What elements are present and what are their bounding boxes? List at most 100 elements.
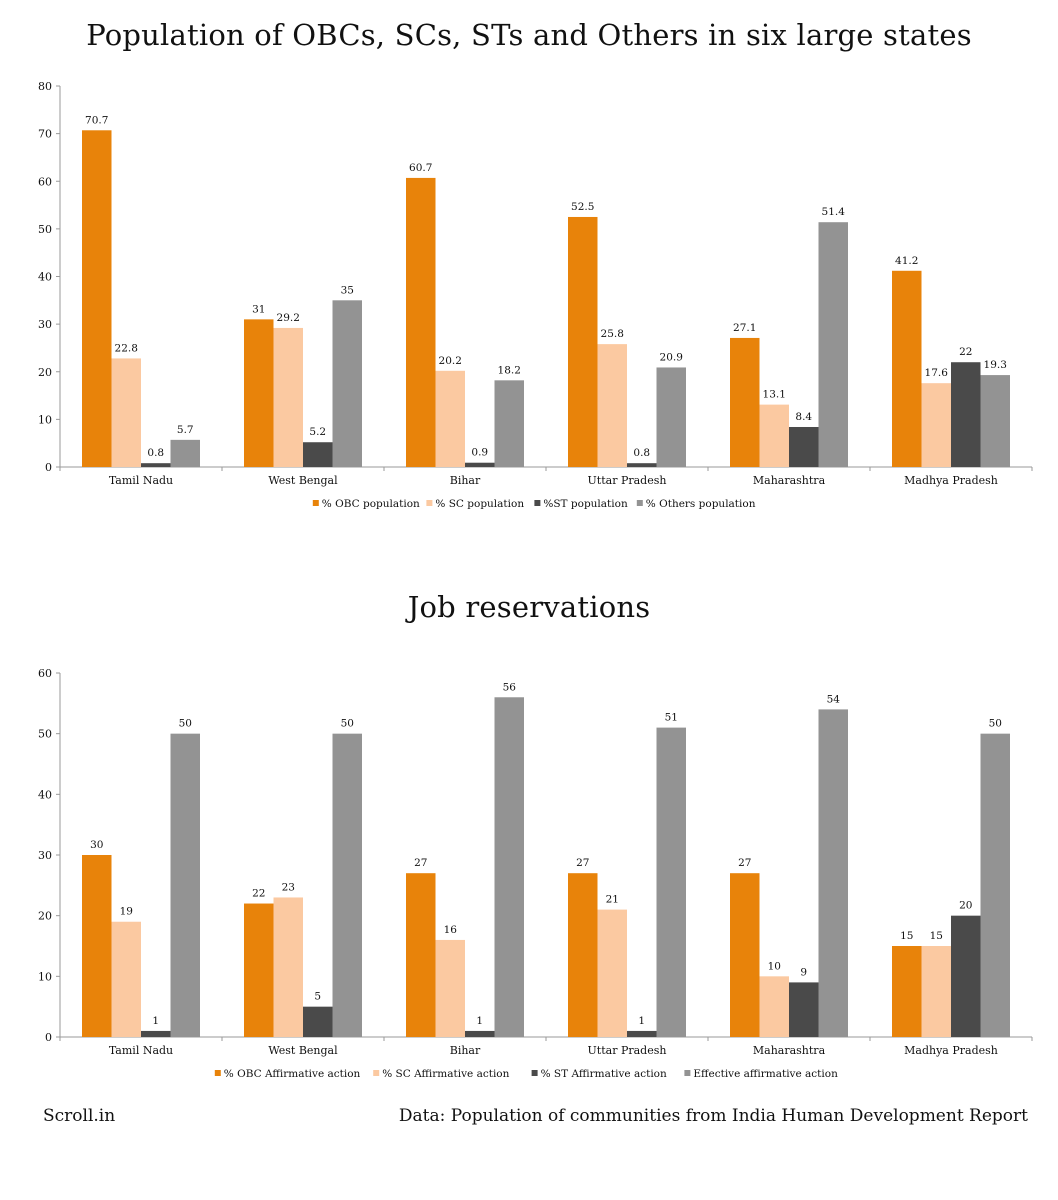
y-tick-label: 50 (38, 728, 52, 741)
y-tick-label: 0 (45, 1031, 52, 1044)
category-label-uttar-pradesh: Uttar Pradesh (588, 1044, 667, 1057)
data-label-pct-st-affirmative-action-bihar: 1 (476, 1015, 483, 1027)
y-tick-label: 10 (38, 970, 52, 983)
data-label-pct-others-population-maharashtra: 51.4 (822, 206, 846, 218)
bar-pct-sc-affirmative-action-tamil-nadu (111, 921, 141, 1037)
data-label-pct-obc-affirmative-action-maharashtra: 27 (738, 857, 751, 869)
y-tick-label: 50 (38, 223, 52, 236)
data-label-effective-affirmative-action-uttar-pradesh: 51 (665, 712, 678, 724)
data-label-effective-affirmative-action-bihar: 56 (503, 681, 517, 693)
data-label-effective-affirmative-action-maharashtra: 54 (827, 693, 841, 705)
bar-pct-sc-affirmative-action-uttar-pradesh (597, 909, 627, 1037)
bar-pct-others-population-tamil-nadu (170, 439, 200, 467)
legend-swatch-pctst-population (534, 500, 541, 506)
y-tick-label: 20 (38, 366, 52, 379)
bar-pct-sc-population-bihar (435, 370, 465, 467)
bar-pct-obc-population-bihar (406, 177, 436, 467)
bar-pct-others-population-madhya-pradesh (980, 375, 1010, 467)
legend-swatch-pct-obc-population (312, 500, 319, 506)
data-label-pct-others-population-uttar-pradesh: 20.9 (660, 351, 683, 363)
chart-title-job-reservations: Job reservations (407, 590, 651, 624)
category-label-madhya-pradesh: Madhya Pradesh (904, 474, 998, 487)
data-label-pct-sc-affirmative-action-bihar: 16 (444, 924, 458, 936)
bar-effective-affirmative-action-west-bengal (332, 733, 362, 1037)
bar-pct-others-population-west-bengal (332, 300, 362, 467)
chart-title-population: Population of OBCs, SCs, STs and Others … (86, 18, 972, 52)
data-label-pct-obc-population-maharashtra: 27.1 (733, 322, 756, 334)
legend-swatch-pct-sc-population (426, 500, 433, 506)
data-label-pct-others-population-west-bengal: 35 (341, 284, 354, 296)
data-label-pct-sc-affirmative-action-west-bengal: 23 (282, 881, 295, 893)
data-label-pct-st-affirmative-action-madhya-pradesh: 20 (959, 900, 972, 912)
bar-pct-obc-affirmative-action-maharashtra (730, 873, 760, 1037)
data-label-pct-obc-population-tamil-nadu: 70.7 (85, 114, 108, 126)
data-label-pct-obc-affirmative-action-west-bengal: 22 (252, 888, 265, 900)
bar-pctst-population-tamil-nadu (141, 463, 171, 467)
legend-label-pct-sc-affirmative-action: % SC Affirmative action (382, 1068, 509, 1080)
data-label-pct-sc-population-tamil-nadu: 22.8 (115, 342, 138, 354)
data-label-pct-sc-affirmative-action-madhya-pradesh: 15 (930, 930, 943, 942)
bar-pct-others-population-bihar (494, 380, 524, 467)
y-tick-label: 10 (38, 413, 52, 426)
category-label-west-bengal: West Bengal (268, 474, 338, 487)
data-label-pct-obc-affirmative-action-uttar-pradesh: 27 (576, 857, 589, 869)
data-label-effective-affirmative-action-madhya-pradesh: 50 (989, 718, 1002, 730)
bar-pct-obc-affirmative-action-tamil-nadu (82, 855, 112, 1037)
data-label-pct-sc-population-bihar: 20.2 (439, 355, 462, 367)
bar-pct-obc-affirmative-action-bihar (406, 873, 436, 1037)
bar-pct-obc-population-madhya-pradesh (892, 270, 922, 467)
y-tick-label: 20 (38, 910, 52, 923)
bar-pct-sc-population-maharashtra (759, 404, 789, 467)
data-label-effective-affirmative-action-tamil-nadu: 50 (179, 718, 192, 730)
source-note: Data: Population of communities from Ind… (398, 1106, 1028, 1126)
bar-pct-sc-affirmative-action-madhya-pradesh (921, 946, 951, 1037)
bar-pctst-population-uttar-pradesh (627, 463, 657, 467)
population-bar-chart: 0 10 20 30 40 50 60 70 80 Tamil Nadu West Bengal Bi… (38, 80, 1033, 510)
data-label-pctst-population-maharashtra: 8.4 (795, 411, 812, 423)
bar-pct-sc-population-tamil-nadu (111, 358, 141, 467)
data-label-pct-obc-affirmative-action-bihar: 27 (414, 857, 427, 869)
data-label-pctst-population-bihar: 0.9 (471, 447, 488, 459)
bar-pct-sc-affirmative-action-maharashtra (759, 976, 789, 1037)
bar-pct-others-population-uttar-pradesh (656, 367, 686, 467)
data-label-pct-sc-affirmative-action-tamil-nadu: 19 (120, 906, 133, 918)
data-label-pct-obc-population-bihar: 60.7 (409, 162, 432, 174)
category-label-tamil-nadu: Tamil Nadu (109, 474, 173, 487)
y-tick-label: 30 (38, 318, 52, 331)
data-label-pct-sc-population-west-bengal: 29.2 (277, 312, 300, 324)
data-label-pct-others-population-madhya-pradesh: 19.3 (984, 359, 1007, 371)
legend-label-pct-others-population: % Others population (646, 498, 756, 510)
legend-label-pct-obc-affirmative-action: % OBC Affirmative action (224, 1068, 361, 1080)
bar-effective-affirmative-action-madhya-pradesh (980, 733, 1010, 1037)
data-label-pct-sc-population-maharashtra: 13.1 (763, 389, 786, 401)
bar-effective-affirmative-action-bihar (494, 697, 524, 1037)
bar-pctst-population-madhya-pradesh (951, 362, 981, 467)
bar-pct-obc-affirmative-action-west-bengal (244, 903, 274, 1037)
data-label-pct-obc-population-madhya-pradesh: 41.2 (895, 255, 918, 267)
bar-pct-st-affirmative-action-madhya-pradesh (951, 915, 981, 1037)
legend-swatch-pct-st-affirmative-action (531, 1070, 538, 1076)
data-label-pct-st-affirmative-action-west-bengal: 5 (314, 991, 321, 1003)
bar-effective-affirmative-action-tamil-nadu (170, 733, 200, 1037)
bar-pct-sc-population-west-bengal (273, 327, 303, 467)
y-tick-label: 80 (38, 80, 52, 93)
data-label-pct-st-affirmative-action-tamil-nadu: 1 (152, 1015, 159, 1027)
bar-pct-others-population-maharashtra (818, 222, 848, 467)
data-label-pct-obc-population-west-bengal: 31 (252, 303, 265, 315)
data-label-pctst-population-uttar-pradesh: 0.8 (633, 447, 650, 459)
bar-pct-obc-population-west-bengal (244, 319, 274, 467)
bar-pctst-population-west-bengal (303, 442, 333, 467)
bar-pct-obc-affirmative-action-madhya-pradesh (892, 946, 922, 1037)
bar-pctst-population-maharashtra (789, 426, 819, 467)
y-tick-label: 60 (38, 667, 52, 680)
data-label-pct-sc-population-madhya-pradesh: 17.6 (925, 367, 949, 379)
legend-swatch-pct-others-population (636, 500, 643, 506)
bar-pct-st-affirmative-action-bihar (465, 1030, 495, 1037)
data-label-pct-obc-population-uttar-pradesh: 52.5 (571, 201, 594, 213)
y-tick-label: 40 (38, 788, 52, 801)
legend-swatch-effective-affirmative-action (684, 1070, 691, 1076)
legend-swatch-pct-obc-affirmative-action (214, 1070, 221, 1076)
bar-pct-sc-affirmative-action-bihar (435, 939, 465, 1037)
data-label-pct-others-population-tamil-nadu: 5.7 (177, 424, 194, 436)
category-label-maharashtra: Maharashtra (753, 474, 826, 487)
